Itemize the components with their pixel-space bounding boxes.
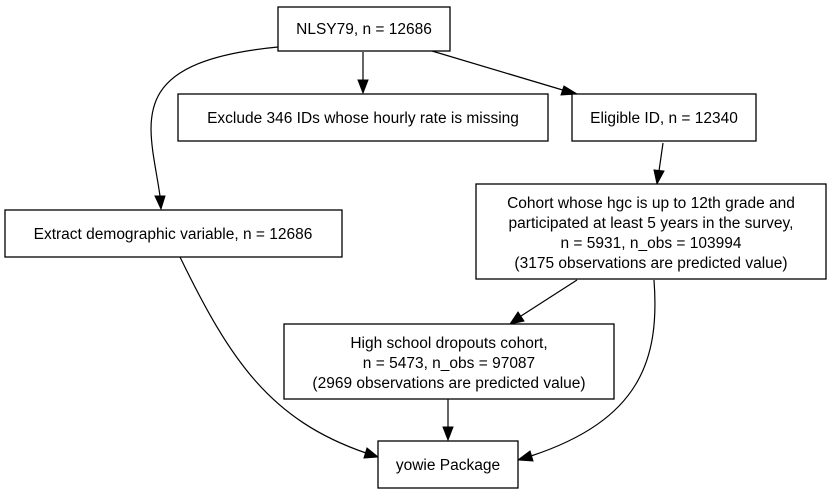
node-cohort-line-1: Cohort whose hgc is up to 12th grade and xyxy=(507,195,795,212)
node-exclude: Exclude 346 IDs whose hourly rate is mis… xyxy=(177,93,549,142)
node-dropouts-line-3: (2969 observations are predicted value) xyxy=(312,375,585,392)
node-yowie-label: yowie Package xyxy=(396,457,500,474)
node-nlsy79: NLSY79, n = 12686 xyxy=(277,6,451,52)
edge-nlsy79-to-exclude xyxy=(357,52,369,95)
node-demographic-label: Extract demographic variable, n = 12686 xyxy=(34,226,313,243)
edge-nlsy79-to-demographic xyxy=(150,46,279,211)
node-cohort-line-4: (3175 observations are predicted value) xyxy=(514,255,787,272)
node-cohort-line-3: n = 5931, n_obs = 103994 xyxy=(561,235,742,252)
node-exclude-label: Exclude 346 IDs whose hourly rate is mis… xyxy=(207,110,519,127)
node-demographic: Extract demographic variable, n = 12686 xyxy=(4,209,343,258)
node-cohort: Cohort whose hgc is up to 12th grade and… xyxy=(475,183,827,280)
edge-cohort-to-yowie xyxy=(516,279,656,462)
node-dropouts-line-1: High school dropouts cohort, xyxy=(350,335,547,352)
node-dropouts-line-2: n = 5473, n_obs = 97087 xyxy=(363,355,535,372)
node-dropouts: High school dropouts cohort, n = 5473, n… xyxy=(283,323,615,400)
node-cohort-line-2: participated at least 5 years in the sur… xyxy=(509,215,794,232)
edge-nlsy79-to-eligible xyxy=(431,50,579,96)
edge-cohort-to-dropouts xyxy=(508,279,578,325)
node-eligible: Eligible ID, n = 12340 xyxy=(571,93,757,142)
edge-dropouts-to-yowie xyxy=(442,399,454,442)
node-nlsy79-label: NLSY79, n = 12686 xyxy=(296,21,432,38)
node-yowie: yowie Package xyxy=(377,440,519,489)
node-eligible-label: Eligible ID, n = 12340 xyxy=(590,110,738,127)
edge-eligible-to-cohort xyxy=(653,142,665,186)
edge-demographic-to-yowie xyxy=(179,256,380,459)
